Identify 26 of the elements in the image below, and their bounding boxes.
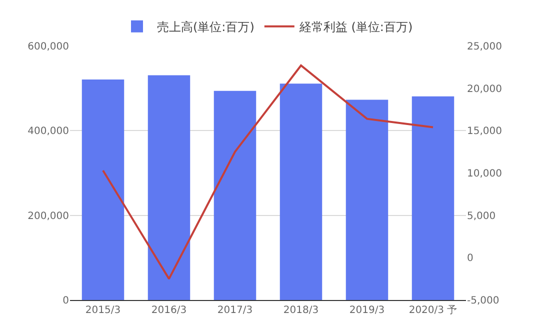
bar — [412, 96, 454, 300]
x-tick-label: 2017/3 — [217, 305, 253, 316]
y2-tick-label: 20,000 — [467, 84, 502, 95]
y-tick-label: 200,000 — [28, 210, 69, 222]
x-tick-label: 2020/3 予 — [408, 305, 458, 316]
y2-tick-label: 25,000 — [467, 42, 502, 52]
y2-tick-label: 15,000 — [467, 126, 502, 138]
x-tick-label: 2015/3 — [85, 305, 121, 316]
y-tick-label: 0 — [62, 296, 69, 306]
x-tick-label: 2016/3 — [151, 305, 187, 316]
x-tick-label: 2018/3 — [283, 305, 319, 316]
line-series — [102, 64, 434, 280]
legend-label: 売上高(単位:百万) — [157, 20, 254, 34]
y2-tick-label: 0 — [467, 253, 474, 264]
bar — [346, 100, 388, 300]
y2-tick-label: 5,000 — [467, 210, 496, 222]
x-tick-label: 2019/3 — [349, 305, 385, 316]
bar — [280, 84, 322, 300]
legend-label: 経常利益 (単位:百万) — [298, 20, 413, 34]
y-tick-label: 400,000 — [28, 126, 69, 138]
bar — [82, 79, 124, 300]
y-tick-label: 600,000 — [28, 42, 69, 52]
y2-tick-label: -5,000 — [467, 296, 500, 306]
bar — [214, 90, 256, 300]
bar — [148, 75, 190, 300]
y2-tick-label: 10,000 — [467, 168, 502, 180]
